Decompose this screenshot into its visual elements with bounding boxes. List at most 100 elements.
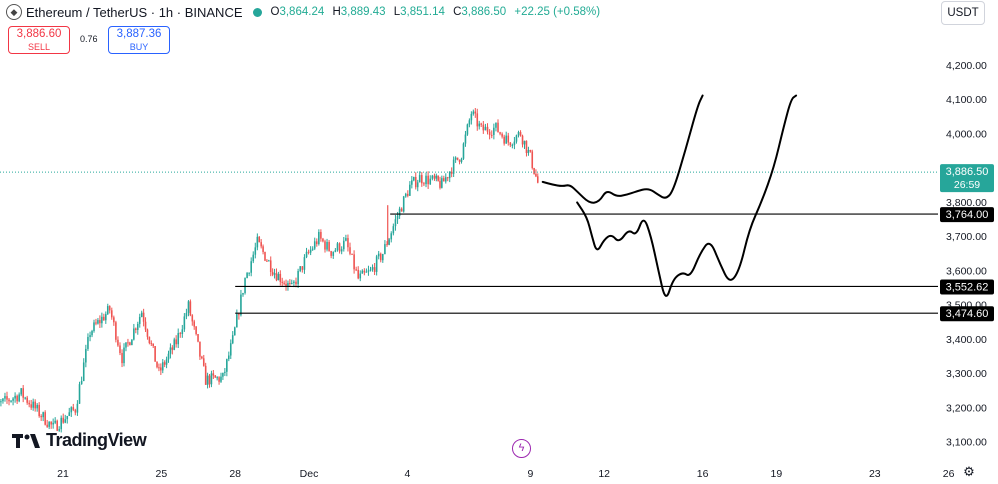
- candle-body: [423, 183, 425, 185]
- eye-icon[interactable]: [252, 7, 262, 17]
- candle-body: [40, 416, 42, 418]
- candle-body: [529, 150, 532, 152]
- candle-body: [388, 239, 390, 245]
- candle-body: [517, 132, 520, 136]
- candle-body: [332, 251, 335, 256]
- candle-body: [18, 394, 20, 402]
- level-price-label: 3,474.60: [946, 308, 989, 320]
- candle-body: [14, 395, 16, 399]
- candle-body: [373, 267, 376, 272]
- candle-body: [195, 326, 197, 335]
- candle-body: [499, 132, 501, 134]
- projection-path[interactable]: [541, 94, 704, 204]
- candle-body: [95, 322, 97, 324]
- gear-icon[interactable]: ⚙: [963, 464, 975, 479]
- candle-body: [34, 401, 36, 409]
- candle-body: [179, 333, 182, 335]
- ethereum-logo-icon: ◆: [6, 4, 22, 20]
- candle-body: [56, 420, 58, 431]
- candle-body: [101, 316, 103, 324]
- candle-body: [46, 424, 48, 427]
- candle-body: [407, 193, 409, 196]
- candle-body: [131, 339, 133, 346]
- candle-body: [80, 381, 83, 385]
- candle-body: [129, 342, 131, 346]
- candle-body: [456, 157, 459, 160]
- sell-button[interactable]: 3,886.60 SELL: [8, 26, 70, 54]
- level-price-tag: [940, 279, 994, 295]
- candle-body: [425, 175, 427, 185]
- candle-body: [212, 373, 215, 376]
- candle-body: [262, 246, 264, 252]
- candle-body: [108, 306, 111, 311]
- candle-body: [256, 236, 259, 248]
- candle-body: [30, 404, 32, 408]
- y-tick-label: 3,200.00: [946, 402, 987, 414]
- candle-body: [238, 314, 240, 316]
- candle-body: [4, 396, 6, 399]
- candle-body: [322, 238, 324, 242]
- candle-body: [28, 402, 30, 405]
- y-tick-label: 3,600.00: [946, 265, 987, 277]
- candle-body: [154, 346, 156, 362]
- candle-body: [421, 175, 423, 184]
- currency-selector[interactable]: USDT: [941, 1, 985, 25]
- candle-body: [248, 272, 250, 274]
- change-value: +22.25 (+0.58%): [514, 6, 601, 18]
- candle-body: [197, 334, 199, 342]
- candle-body: [328, 241, 330, 252]
- candle-body: [283, 282, 285, 284]
- candle-body: [330, 251, 332, 256]
- candle-body: [161, 362, 164, 371]
- candle-body: [369, 269, 372, 271]
- candle-body: [523, 140, 526, 145]
- candle-body: [507, 135, 510, 143]
- open-value: 3,864.24: [279, 6, 325, 18]
- candle-body: [226, 359, 228, 372]
- candle-body: [470, 113, 473, 121]
- candle-body: [58, 429, 60, 431]
- candle-body: [138, 316, 141, 324]
- candle-body: [409, 184, 411, 196]
- buy-button[interactable]: 3,887.36 BUY: [108, 26, 170, 54]
- candle-body: [351, 253, 353, 255]
- candle-body: [175, 339, 177, 345]
- symbol-title[interactable]: Ethereum / TetherUS · 1h · BINANCE: [26, 4, 243, 20]
- candle-body: [536, 176, 539, 183]
- projection-path[interactable]: [576, 94, 798, 297]
- candle-body: [110, 310, 113, 318]
- candle-body: [320, 232, 322, 239]
- candle-body: [246, 273, 248, 279]
- candle-body: [416, 182, 419, 188]
- candle-body: [367, 270, 370, 272]
- bolt-icon[interactable]: ϟ: [512, 439, 531, 458]
- candle-body: [338, 243, 341, 252]
- candle-body: [181, 329, 184, 334]
- candle-body: [460, 158, 463, 162]
- candle-body: [490, 134, 493, 136]
- candle-body: [64, 419, 67, 423]
- candle-body: [224, 371, 226, 373]
- candle-body: [390, 233, 393, 240]
- candle-body: [503, 136, 505, 144]
- candle-body: [466, 124, 469, 135]
- candle-body: [379, 253, 382, 261]
- x-tick-label: Dec: [300, 468, 319, 480]
- candle-body: [252, 254, 255, 262]
- candle-body: [531, 151, 534, 169]
- candle-body: [299, 266, 302, 272]
- candle-body: [146, 329, 149, 337]
- candle-body: [266, 260, 268, 262]
- candle-body: [384, 244, 386, 255]
- candle-body: [20, 388, 22, 395]
- candle-body: [125, 342, 127, 348]
- candlestick-series: [0, 107, 539, 433]
- candle-body: [382, 254, 384, 261]
- candle-body: [363, 270, 366, 273]
- candle-body: [50, 421, 52, 425]
- candle-body: [60, 417, 63, 430]
- candle-body: [44, 412, 46, 425]
- candle-body: [250, 261, 252, 273]
- level-price-tag: [940, 207, 994, 223]
